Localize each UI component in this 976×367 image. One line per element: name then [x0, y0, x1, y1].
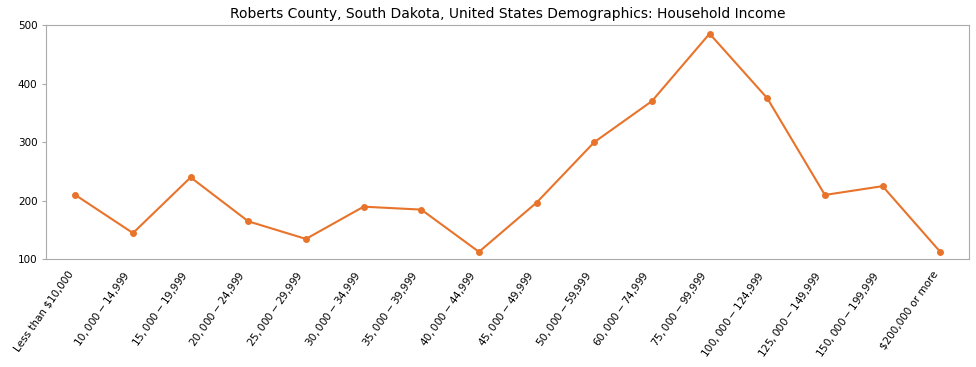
Title: Roberts County, South Dakota, United States Demographics: Household Income: Roberts County, South Dakota, United Sta… [230, 7, 786, 21]
